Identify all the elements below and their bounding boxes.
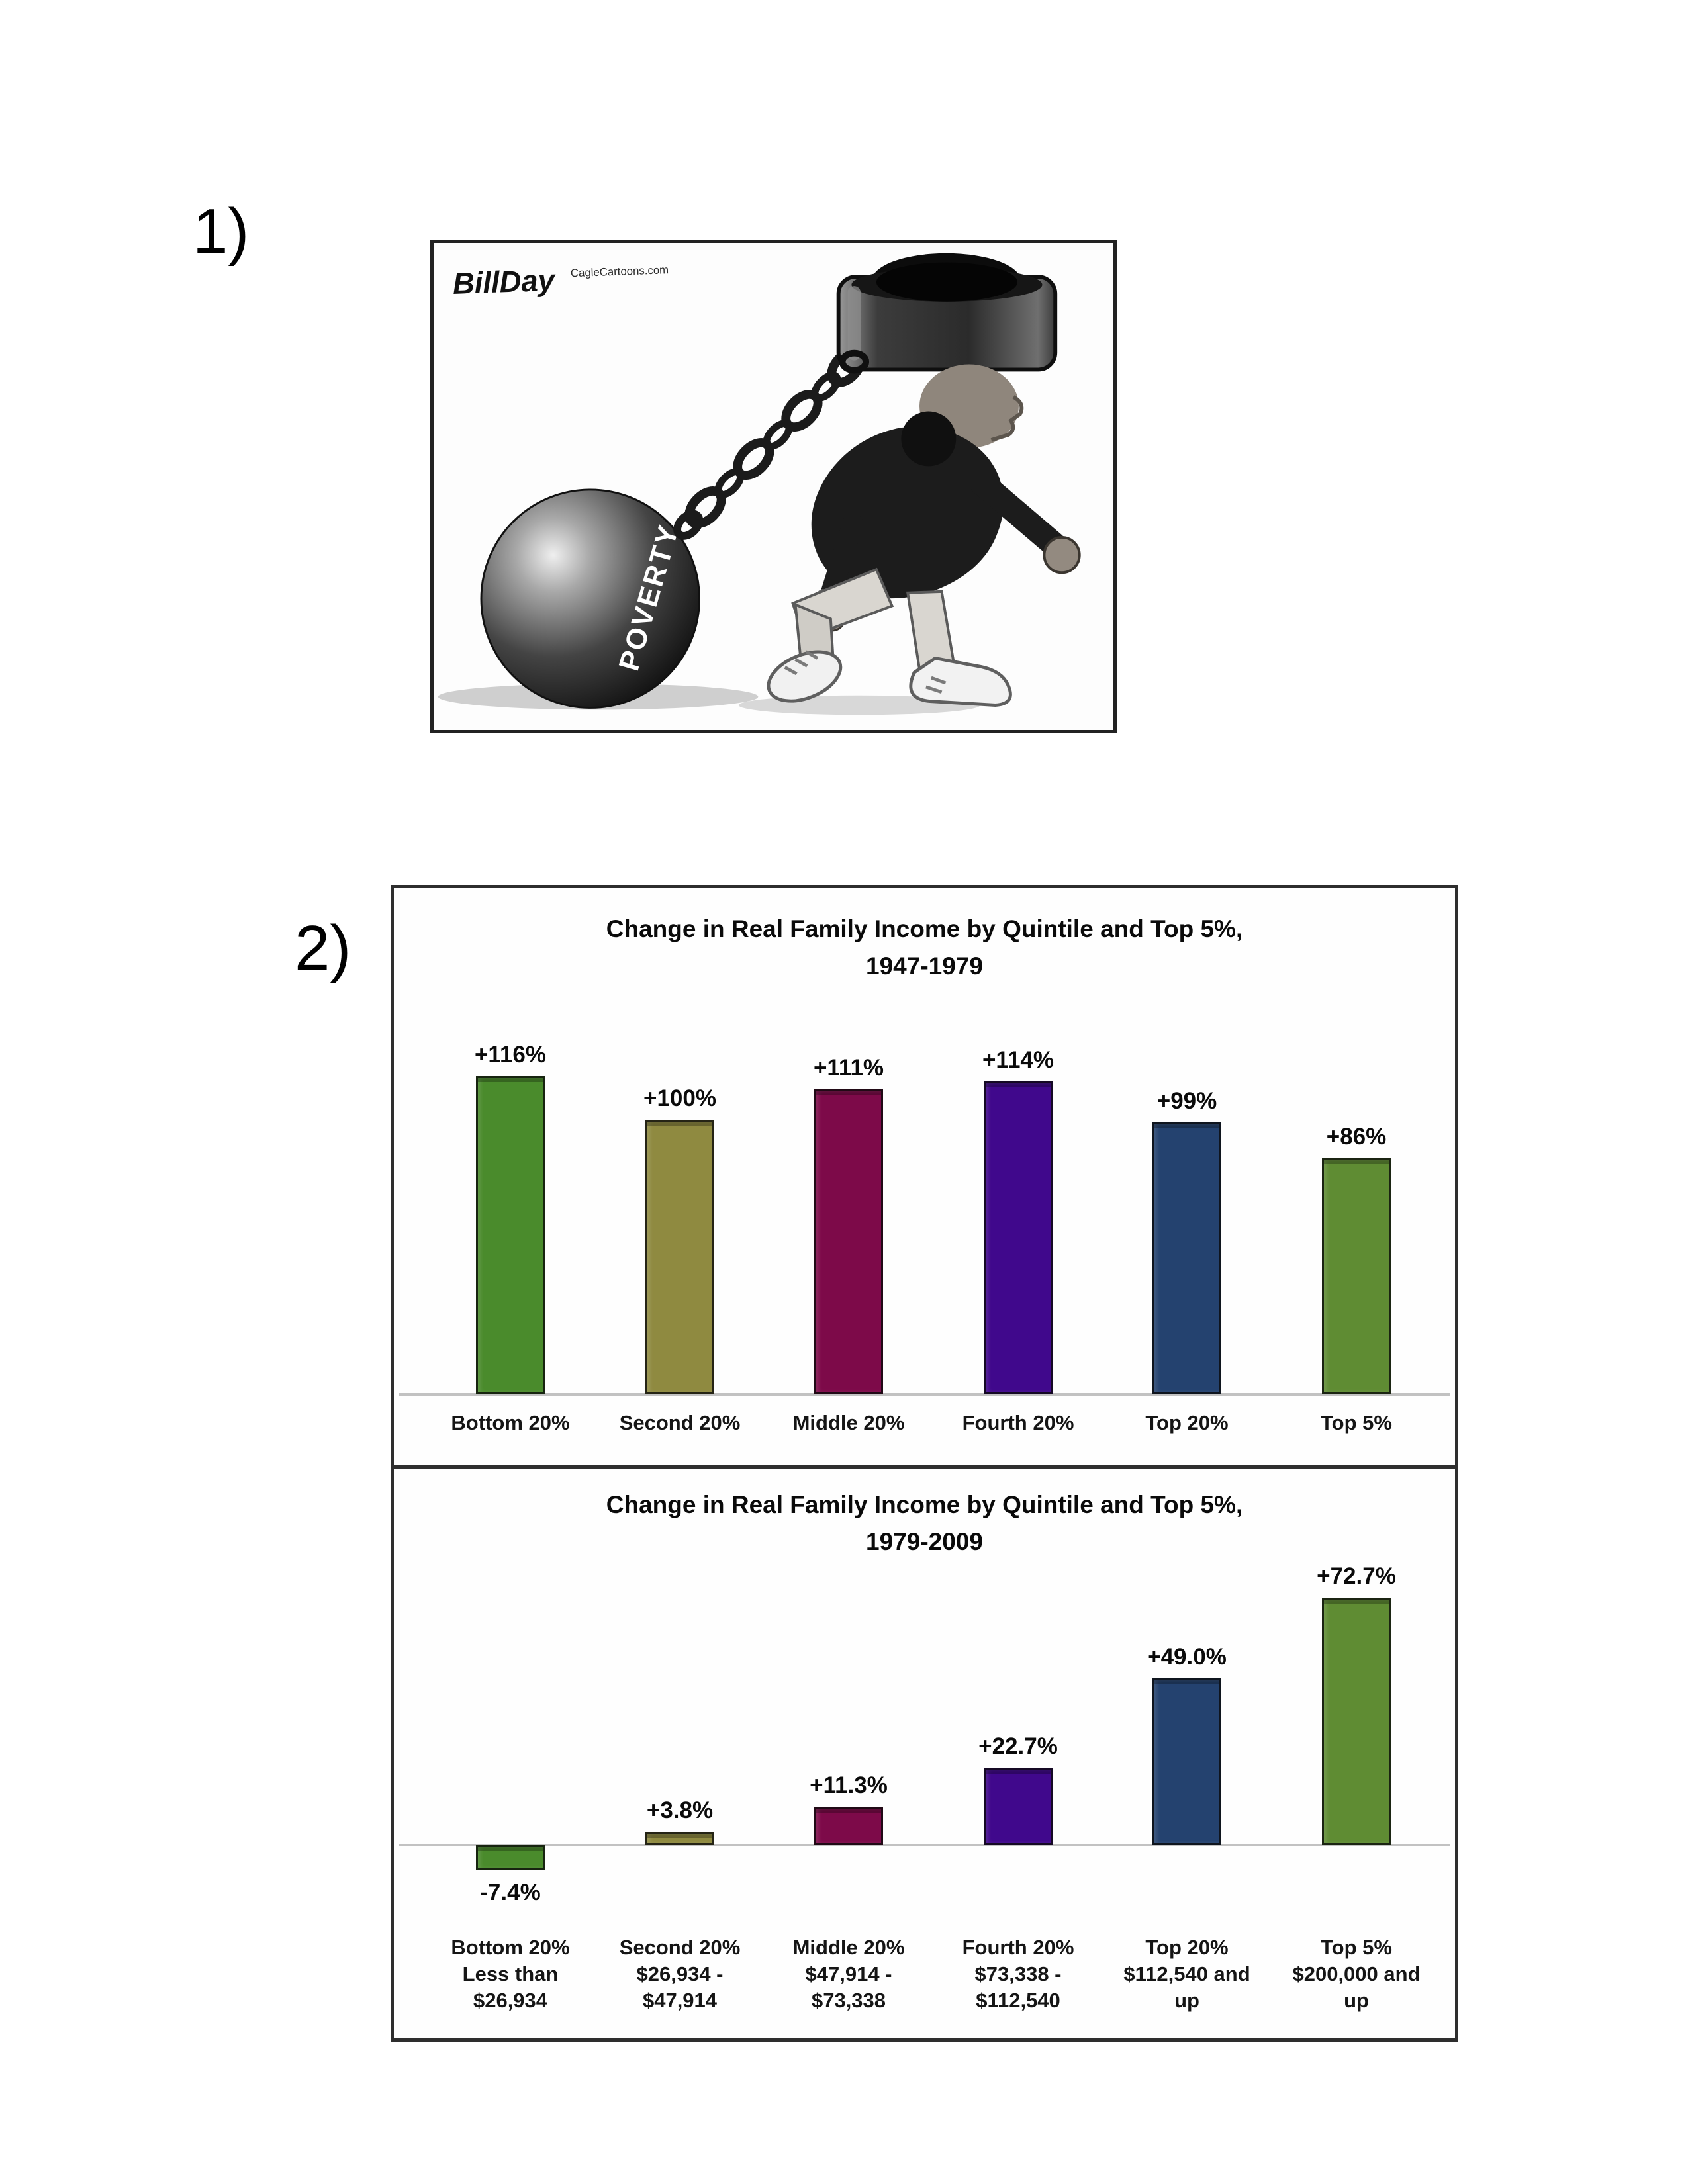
bar-value-label: +22.7% — [978, 1733, 1058, 1759]
question-2-label: 2) — [295, 913, 352, 983]
category-label: Top 5% $200,000 and up — [1292, 1936, 1421, 2012]
lifted-sneaker — [767, 650, 843, 703]
bar-top-20- — [1152, 1122, 1221, 1394]
category-label: Bottom 20% Less than $26,934 — [451, 1936, 570, 2012]
signature-site-text: CagleCartoons.com — [571, 263, 669, 279]
cartoonist-signature: BillDay CagleCartoons.com — [452, 263, 669, 300]
signature-text: BillDay — [452, 263, 557, 300]
bar-value-label: +3.8% — [646, 1797, 714, 1823]
poverty-ball: POVERTY — [480, 488, 701, 709]
x-axis-line — [399, 1393, 1450, 1396]
category-label: Second 20% — [619, 1411, 741, 1434]
category-label: Fourth 20% — [962, 1411, 1074, 1434]
bar-value-label: -7.4% — [480, 1880, 541, 1905]
bar-bottom-20- — [476, 1845, 545, 1870]
question-1-label: 1) — [193, 196, 250, 267]
category-label: Bottom 20% — [451, 1411, 570, 1434]
bar-middle-20- — [814, 1807, 883, 1845]
bar-value-label: +100% — [643, 1085, 716, 1111]
bar-second-20- — [645, 1832, 714, 1845]
poverty-cartoon: POVERTY — [430, 240, 1117, 733]
chart-title-line2: 1947-1979 — [866, 952, 983, 979]
bar-fourth-20- — [984, 1081, 1053, 1394]
chart-plot-1947-1979: +116% Bottom 20% +100% Second 20% +111% Middl… — [394, 888, 1455, 1465]
bar-bottom-20- — [476, 1076, 545, 1394]
bar-top-5- — [1322, 1598, 1391, 1845]
chart-title-line1: Change in Real Family Income by Quintile… — [606, 1491, 1243, 1518]
category-label: Second 20% $26,934 - $47,914 — [619, 1936, 741, 2012]
category-label: Top 20% $112,540 and up — [1123, 1936, 1250, 2012]
bar-value-label: +114% — [982, 1047, 1055, 1073]
category-label: Middle 20% — [792, 1411, 905, 1434]
head-shackle — [836, 253, 1058, 374]
bar-value-label: +49.0% — [1147, 1644, 1227, 1670]
income-charts-panel: Change in Real Family Income by Quintile… — [391, 885, 1458, 2042]
chart-title-1947-1979: Change in Real Family Income by Quintile… — [394, 911, 1455, 985]
fist — [1043, 535, 1081, 574]
bar-value-label: +111% — [813, 1055, 884, 1081]
poverty-cartoon-drawing: POVERTY — [438, 253, 1081, 715]
planted-sneaker — [909, 656, 1012, 707]
bar-top-5- — [1322, 1158, 1391, 1394]
bar-value-label: +72.7% — [1317, 1563, 1396, 1589]
chart-1947-1979: Change in Real Family Income by Quintile… — [394, 888, 1455, 1465]
bar-value-label: +99% — [1156, 1088, 1217, 1114]
category-label: Middle 20% $47,914 - $73,338 — [792, 1936, 905, 2012]
bar-top-20- — [1152, 1678, 1221, 1845]
running-child — [767, 364, 1081, 707]
bar-value-label: +116% — [474, 1042, 547, 1068]
x-axis-line — [399, 1844, 1450, 1846]
chart-1979-2009: Change in Real Family Income by Quintile… — [394, 1465, 1455, 2038]
category-label: Fourth 20% $73,338 - $112,540 — [962, 1936, 1074, 2012]
category-label: Top 20% — [1145, 1411, 1229, 1434]
bar-fourth-20- — [984, 1768, 1053, 1845]
shackle-ring — [839, 349, 870, 374]
chart-plot-1979-2009: -7.4% Bottom 20% Less than $26,934 +3.8% Se… — [394, 1469, 1455, 2038]
bar-value-label: +86% — [1326, 1124, 1387, 1150]
chart-title-line2: 1979-2009 — [866, 1528, 983, 1555]
bar-middle-20- — [814, 1089, 883, 1394]
chart-title-line1: Change in Real Family Income by Quintile… — [606, 915, 1243, 942]
bar-second-20- — [645, 1120, 714, 1394]
category-label: Top 5% — [1321, 1411, 1392, 1434]
bar-value-label: +11.3% — [810, 1772, 888, 1798]
jacket — [811, 426, 1004, 599]
chart-title-1979-2009: Change in Real Family Income by Quintile… — [394, 1486, 1455, 1561]
